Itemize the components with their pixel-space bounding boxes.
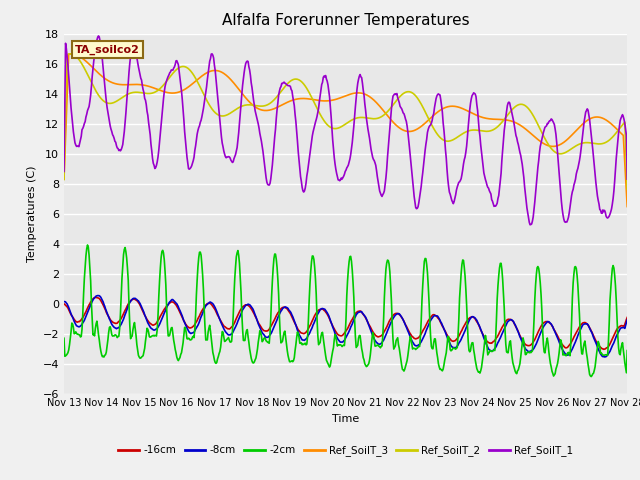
Text: TA_soilco2: TA_soilco2 <box>76 44 140 55</box>
Y-axis label: Temperatures (C): Temperatures (C) <box>27 165 37 262</box>
-16cm <box>415 335 422 340</box>
Ref_SoilT_1 <box>129 45 137 50</box>
-2cm <box>431 336 439 342</box>
Ref_SoilT_3 <box>431 111 439 117</box>
-2cm <box>415 344 422 349</box>
Ref_SoilT_2 <box>60 177 68 182</box>
Ref_SoilT_3 <box>67 51 75 57</box>
Ref_SoilT_2 <box>431 128 439 134</box>
Line: Ref_SoilT_1: Ref_SoilT_1 <box>64 36 627 225</box>
Line: Ref_SoilT_3: Ref_SoilT_3 <box>64 54 627 206</box>
Ref_SoilT_3 <box>60 176 68 182</box>
-8cm <box>431 313 439 319</box>
-16cm <box>129 296 137 302</box>
X-axis label: Time: Time <box>332 414 359 424</box>
-16cm <box>186 325 194 331</box>
Title: Alfalfa Forerunner Temperatures: Alfalfa Forerunner Temperatures <box>222 13 469 28</box>
-16cm <box>60 301 68 307</box>
Ref_SoilT_2 <box>186 68 194 73</box>
-2cm <box>186 337 194 343</box>
-16cm <box>431 312 439 318</box>
Ref_SoilT_2 <box>67 51 74 57</box>
-2cm <box>70 331 78 336</box>
Ref_SoilT_2 <box>71 53 79 59</box>
Legend: -16cm, -8cm, -2cm, Ref_SoilT_3, Ref_SoilT_2, Ref_SoilT_1: -16cm, -8cm, -2cm, Ref_SoilT_3, Ref_Soil… <box>114 441 577 460</box>
-8cm <box>415 342 422 348</box>
-8cm <box>70 318 78 324</box>
-16cm <box>92 294 99 300</box>
Line: Ref_SoilT_2: Ref_SoilT_2 <box>64 54 627 190</box>
Ref_SoilT_2 <box>129 90 137 96</box>
Ref_SoilT_1 <box>431 100 439 106</box>
Ref_SoilT_2 <box>623 187 631 192</box>
-8cm <box>129 296 137 301</box>
-8cm <box>601 354 609 360</box>
Ref_SoilT_1 <box>70 135 78 141</box>
Ref_SoilT_1 <box>95 33 102 39</box>
-2cm <box>588 374 595 380</box>
Line: -8cm: -8cm <box>64 296 627 357</box>
Ref_SoilT_1 <box>623 176 631 182</box>
Ref_SoilT_3 <box>216 69 224 74</box>
Line: -2cm: -2cm <box>64 245 627 377</box>
-2cm <box>84 242 92 248</box>
Ref_SoilT_1 <box>60 168 68 174</box>
Line: -16cm: -16cm <box>64 297 627 349</box>
-2cm <box>60 336 68 341</box>
-2cm <box>623 348 631 353</box>
Ref_SoilT_3 <box>129 82 137 87</box>
-8cm <box>186 330 194 336</box>
-16cm <box>70 317 78 323</box>
Ref_SoilT_2 <box>415 97 422 103</box>
-8cm <box>216 317 224 323</box>
Ref_SoilT_3 <box>71 52 79 58</box>
-8cm <box>94 293 102 299</box>
-8cm <box>623 317 631 323</box>
Ref_SoilT_3 <box>415 125 422 131</box>
-16cm <box>623 314 631 320</box>
-16cm <box>600 347 607 352</box>
Ref_SoilT_1 <box>186 166 194 171</box>
Ref_SoilT_3 <box>623 204 631 209</box>
-2cm <box>129 327 137 333</box>
Ref_SoilT_1 <box>216 118 224 124</box>
-16cm <box>216 316 224 322</box>
Ref_SoilT_3 <box>186 83 194 88</box>
Ref_SoilT_1 <box>526 222 534 228</box>
-8cm <box>60 299 68 304</box>
Ref_SoilT_2 <box>216 113 224 119</box>
Ref_SoilT_1 <box>415 200 422 205</box>
-2cm <box>216 348 224 354</box>
